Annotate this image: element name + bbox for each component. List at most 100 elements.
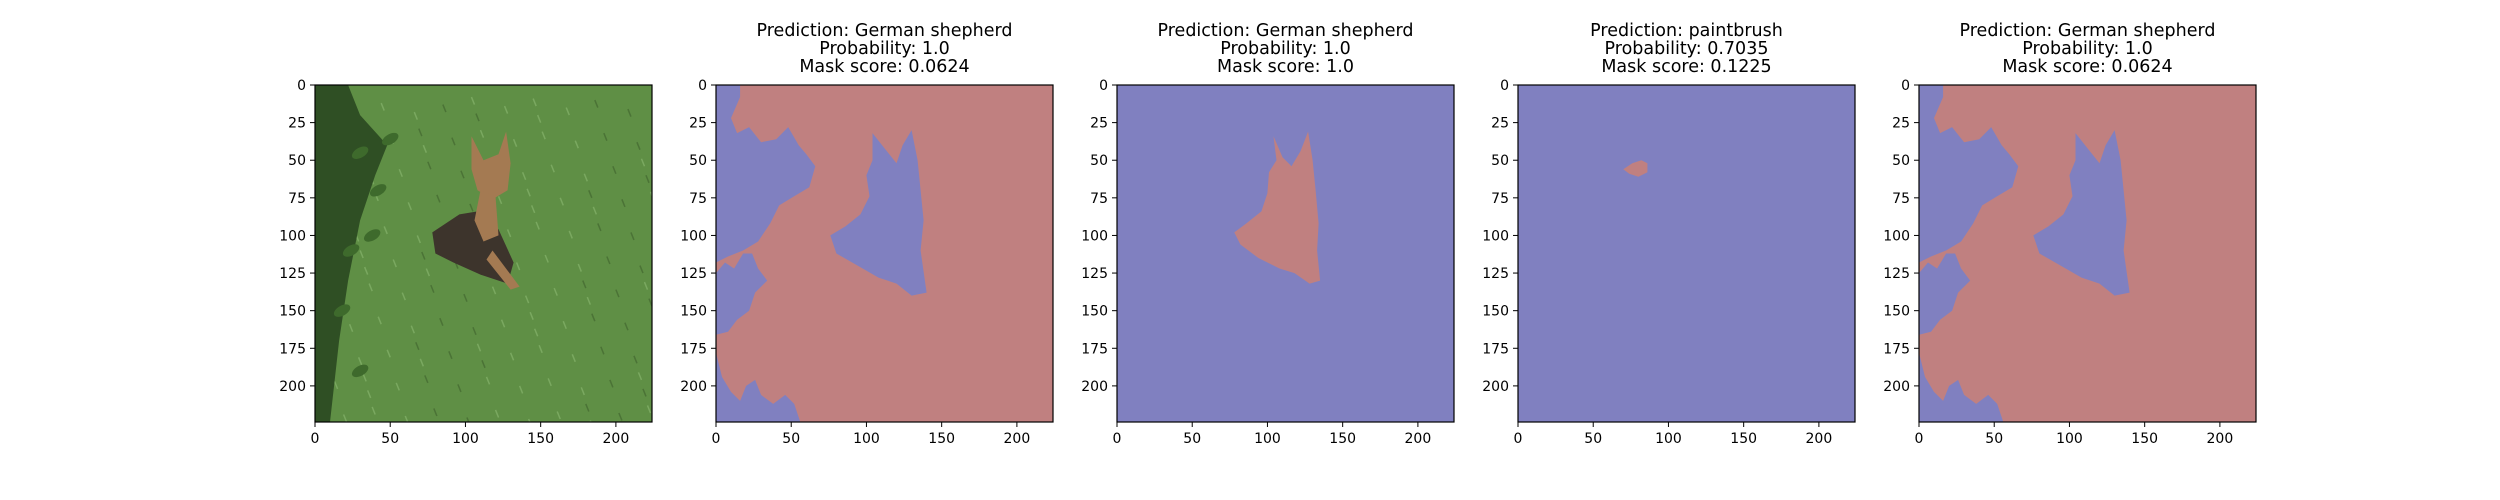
mask-region-background — [716, 253, 768, 335]
photo-grass-blade — [427, 161, 432, 170]
photo-grass-blade — [359, 250, 364, 259]
plot-area — [1919, 85, 2256, 422]
axes-frame — [715, 84, 1054, 423]
photo-leaf — [370, 184, 387, 197]
photo-grass-blade — [333, 381, 339, 390]
x-tick-label: 0 — [311, 431, 320, 447]
y-tick-label: 175 — [1482, 341, 1509, 357]
mask-region-background — [2033, 130, 2130, 296]
mask-region-foreground — [1234, 131, 1321, 284]
photo-grass-blade — [574, 140, 579, 149]
photo-grass-blade — [518, 385, 524, 394]
photo-grass-blade — [509, 352, 515, 361]
y-tick-label: 25 — [1491, 116, 1509, 132]
photo-dog-leg — [486, 250, 520, 290]
y-tick-label: 175 — [1081, 341, 1108, 357]
photo-grass-blade — [436, 194, 441, 203]
photo-grass-blade — [485, 376, 491, 385]
photo-grass-blade — [547, 378, 552, 387]
photo-grass-blade — [419, 358, 425, 367]
y-tick-label: 100 — [1482, 228, 1509, 244]
axes-frame — [1116, 84, 1455, 423]
photo-grass-blade — [621, 199, 626, 208]
photo-grass-blade — [556, 411, 561, 420]
photo-grass-blade — [592, 206, 598, 215]
photo-grass-blade — [494, 409, 500, 418]
y-tick-label: 100 — [1081, 228, 1108, 244]
y-tick-label: 200 — [1883, 379, 1910, 395]
photo-leaf — [363, 229, 381, 242]
photo-grass-blade — [609, 379, 614, 388]
photo-grass-blade — [363, 266, 369, 275]
y-tick-label: 175 — [1883, 341, 1910, 357]
photo-grass-blade — [442, 104, 447, 113]
y-tick-label: 150 — [1081, 304, 1108, 320]
panel-title-line: Mask score: 0.0624 — [2002, 57, 2172, 77]
mask-region-foreground — [1623, 160, 1648, 177]
photo-grass-blade — [577, 263, 582, 272]
photo-grass-blade — [633, 355, 638, 364]
photo-grass-blade — [392, 259, 397, 268]
panel-title-line: Probability: 1.0 — [819, 39, 950, 59]
photo-grass-blade — [612, 165, 617, 175]
photo-grass-blade — [380, 102, 385, 111]
y-tick-label: 125 — [680, 266, 707, 282]
photo-grass-blade — [550, 164, 555, 173]
photo-grass-blade — [521, 171, 527, 181]
photo-grass-blade — [460, 170, 465, 179]
mask-region-background — [716, 121, 725, 146]
photo-grass-blade — [422, 144, 428, 153]
photo-grass-blade — [407, 202, 412, 211]
y-tick-label: 100 — [680, 228, 707, 244]
mask-region-background — [1919, 85, 2019, 263]
photo-grass-blade — [410, 325, 415, 334]
y-tick-label: 125 — [1883, 266, 1910, 282]
photo-grass-blade — [371, 406, 376, 415]
photo-dog-head — [471, 131, 511, 200]
y-tick-label: 0 — [698, 78, 707, 94]
photo-grass-blade — [457, 384, 462, 393]
photo-grass-blade — [538, 344, 543, 354]
plot-area — [716, 85, 1053, 422]
y-tick-label: 0 — [1901, 78, 1910, 94]
photo-grass-blade — [451, 137, 456, 146]
photo-grass-blade — [415, 341, 420, 351]
x-tick-label: 50 — [381, 431, 399, 447]
x-tick-label: 50 — [1985, 431, 2003, 447]
photo-grass-blade — [506, 229, 512, 238]
y-tick-label: 100 — [279, 228, 306, 244]
photo-grass-blade — [640, 158, 646, 167]
panel-input-photo: 0 50 100 150 200 0 25 50 75 100 125 150 175 200 — [279, 78, 653, 447]
photo-grass-blade — [368, 283, 373, 292]
photo-grass-blade — [600, 346, 605, 355]
photo-leaf — [351, 146, 369, 159]
x-tick-label: 200 — [1004, 431, 1031, 447]
x-tick-label: 100 — [853, 431, 880, 447]
photo-grass-blade — [377, 316, 382, 325]
x-tick-label: 150 — [1329, 431, 1356, 447]
photo-grass-blade — [526, 188, 531, 197]
photo-grass-blade — [630, 232, 635, 241]
panel-title-line: Prediction: German shepherd — [1960, 21, 2216, 41]
photo-grass-blade — [643, 281, 649, 290]
photo-grass-blade — [582, 280, 587, 289]
y-tick-label: 150 — [279, 304, 306, 320]
x-tick-label: 50 — [1584, 431, 1602, 447]
photo-grass-blade — [586, 296, 592, 305]
y-tick-label: 50 — [1090, 153, 1108, 169]
panel-title-line: Prediction: German shepherd — [1158, 21, 1414, 41]
y-tick-label: 125 — [1482, 266, 1509, 282]
photo-grass-blade — [597, 223, 602, 232]
photo-grass-blade — [583, 173, 589, 182]
photo-leaf — [351, 364, 369, 378]
photo-grass-blade — [448, 351, 453, 360]
x-tick-label: 50 — [782, 431, 800, 447]
photo-grass-blade — [357, 357, 363, 366]
photo-grass-blade — [636, 141, 641, 150]
y-tick-label: 75 — [1491, 191, 1509, 207]
y-tick-label: 200 — [1482, 379, 1509, 395]
photo-grass-blade — [615, 289, 620, 298]
photo-grass-blade — [580, 387, 585, 396]
panel-title-line: Prediction: paintbrush — [1590, 21, 1783, 41]
photo-grass-blade — [401, 292, 406, 301]
